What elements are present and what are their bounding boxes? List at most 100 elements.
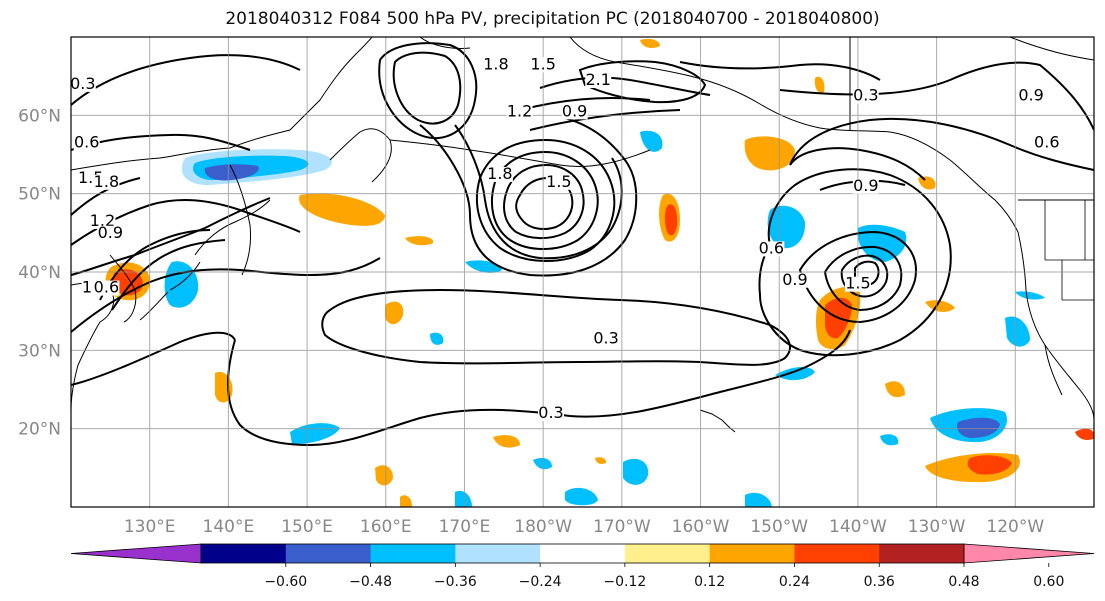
lon-tick-label: 130°W bbox=[908, 517, 966, 537]
pv-contour-0p3-wave bbox=[71, 331, 236, 386]
precip-blob bbox=[885, 381, 905, 398]
precip-blob bbox=[623, 458, 649, 485]
colorbar-segment bbox=[794, 544, 880, 563]
contour-label: 1.2 bbox=[507, 101, 532, 120]
pv-contour-0p9-ne bbox=[679, 61, 881, 81]
pv-contours bbox=[71, 42, 1094, 447]
coast-kamchatka bbox=[329, 128, 392, 183]
contour-label-bg bbox=[89, 214, 116, 229]
pv-contour-0p3-low bbox=[321, 288, 791, 366]
contour-label: 0.9 bbox=[98, 223, 123, 242]
contour-label: 0.9 bbox=[782, 270, 807, 289]
precip-blob bbox=[1005, 316, 1030, 347]
colorbar-segment bbox=[624, 544, 711, 563]
precip-blob bbox=[925, 300, 955, 312]
lon-tick-label: 120°W bbox=[986, 517, 1044, 537]
pv-contour-0p3-south bbox=[227, 329, 851, 447]
precip-blob bbox=[493, 435, 520, 448]
coast-alaska bbox=[569, 37, 1019, 233]
graticule bbox=[71, 37, 1094, 507]
contour-label: 0.9 bbox=[853, 176, 878, 195]
precip-blob bbox=[814, 76, 825, 93]
contour-label: 1.8 bbox=[483, 54, 508, 73]
pv-contour-wide-2 bbox=[454, 124, 623, 260]
map-frame bbox=[70, 36, 1095, 508]
precip-blob bbox=[857, 224, 907, 262]
colorbar-segment bbox=[285, 544, 372, 563]
contour-label: 1.5 bbox=[530, 54, 555, 73]
contour-label-bg bbox=[593, 331, 620, 347]
precip-blob bbox=[640, 38, 660, 48]
contour-label: 0.3 bbox=[538, 403, 563, 422]
precip-blob bbox=[767, 205, 806, 249]
pv-contour-low-1 bbox=[798, 230, 917, 324]
colorbar-segment bbox=[201, 544, 287, 563]
lat-tick-label: 50°N bbox=[18, 185, 61, 205]
contour-label-bg bbox=[561, 104, 588, 120]
precip-blob bbox=[375, 465, 393, 486]
colorbar-tick-label: −0.48 bbox=[349, 574, 392, 590]
colorbar-extend-max bbox=[963, 543, 1095, 564]
contour-label: 1.8 bbox=[487, 164, 512, 183]
contour-label-bg bbox=[482, 57, 509, 73]
contour-label-bg bbox=[758, 241, 785, 257]
contour-label-bg bbox=[852, 88, 879, 104]
contour-label-bg bbox=[1018, 88, 1045, 104]
pv-contour-japan-2 bbox=[71, 197, 271, 276]
contour-label: 0.6 bbox=[759, 238, 784, 257]
contour-label-bg bbox=[97, 225, 124, 241]
contour-label-bg bbox=[93, 174, 120, 190]
contour-label-bg bbox=[530, 57, 557, 73]
pv-contour-japan-3 bbox=[71, 257, 381, 333]
contour-label: 0.6 bbox=[74, 133, 99, 152]
precip-blob bbox=[164, 261, 199, 308]
lon-tick-label: 160°E bbox=[360, 517, 412, 537]
contour-label-bg bbox=[538, 405, 565, 421]
axis-ticks: 130°E 140°E 150°E 160°E 170°E 180°W 170°W 160°W… bbox=[18, 106, 1044, 537]
colorbar-tick-label: −0.24 bbox=[519, 574, 562, 590]
contour-label-bg bbox=[585, 73, 612, 88]
precip-blob bbox=[1075, 428, 1094, 440]
precip-blob bbox=[533, 458, 552, 470]
precip-blob bbox=[775, 366, 815, 381]
precip-blob bbox=[400, 495, 412, 507]
pv-contour-center-4 bbox=[515, 176, 574, 230]
hawaii bbox=[699, 409, 736, 433]
contour-label-bg bbox=[545, 174, 572, 190]
precip-blob bbox=[405, 236, 434, 246]
colorbar-tick-label: 0.36 bbox=[864, 574, 895, 590]
contour-label: 0.3 bbox=[853, 86, 878, 105]
pv-contour-center-3 bbox=[503, 163, 585, 240]
pv-contour-bering-inner bbox=[392, 51, 462, 125]
contour-label-bg bbox=[73, 135, 100, 151]
pv-contour-center bbox=[476, 138, 616, 262]
contour-label-bg bbox=[844, 276, 871, 292]
contour-label-bg bbox=[71, 76, 96, 92]
colorbar-tick-label: 0.12 bbox=[694, 574, 725, 590]
lon-tick-label: 140°W bbox=[829, 517, 887, 537]
precip-blob bbox=[880, 434, 899, 446]
colorbar-tick-label: −0.36 bbox=[434, 574, 477, 590]
contour-label: 1.2 bbox=[90, 211, 115, 230]
pv-contour-wide bbox=[419, 117, 638, 277]
pv-contour-2p1 bbox=[578, 60, 707, 104]
precip-blob bbox=[565, 487, 598, 506]
precip-blob bbox=[640, 130, 663, 152]
colorbar: −0.60 −0.48 −0.36 −0.24 −0.12 0.12 0.24 0.36 0.4… bbox=[70, 543, 1095, 590]
precip-blob bbox=[744, 136, 795, 171]
precip-blob bbox=[204, 164, 259, 181]
precip-blob bbox=[430, 332, 444, 345]
contour-labels: 0.30.61.51.81.20.91.50.61.81.52.11.20.91… bbox=[71, 54, 1060, 422]
state-lines bbox=[1044, 200, 1094, 301]
contour-label: 0.6 bbox=[94, 278, 119, 297]
pv-contour-bering-outer bbox=[378, 42, 478, 140]
contour-label: 0.6 bbox=[1034, 133, 1059, 152]
pv-contour-0p6-ne bbox=[789, 117, 1094, 171]
contour-label: 1.8 bbox=[94, 172, 119, 191]
colorbar-tick-label: 0.24 bbox=[779, 574, 810, 590]
colorbar-segment bbox=[709, 544, 795, 563]
pv-contour-0p3-north bbox=[71, 54, 1094, 131]
colorbar-segment bbox=[540, 544, 626, 563]
colorbar-segment bbox=[879, 544, 965, 563]
